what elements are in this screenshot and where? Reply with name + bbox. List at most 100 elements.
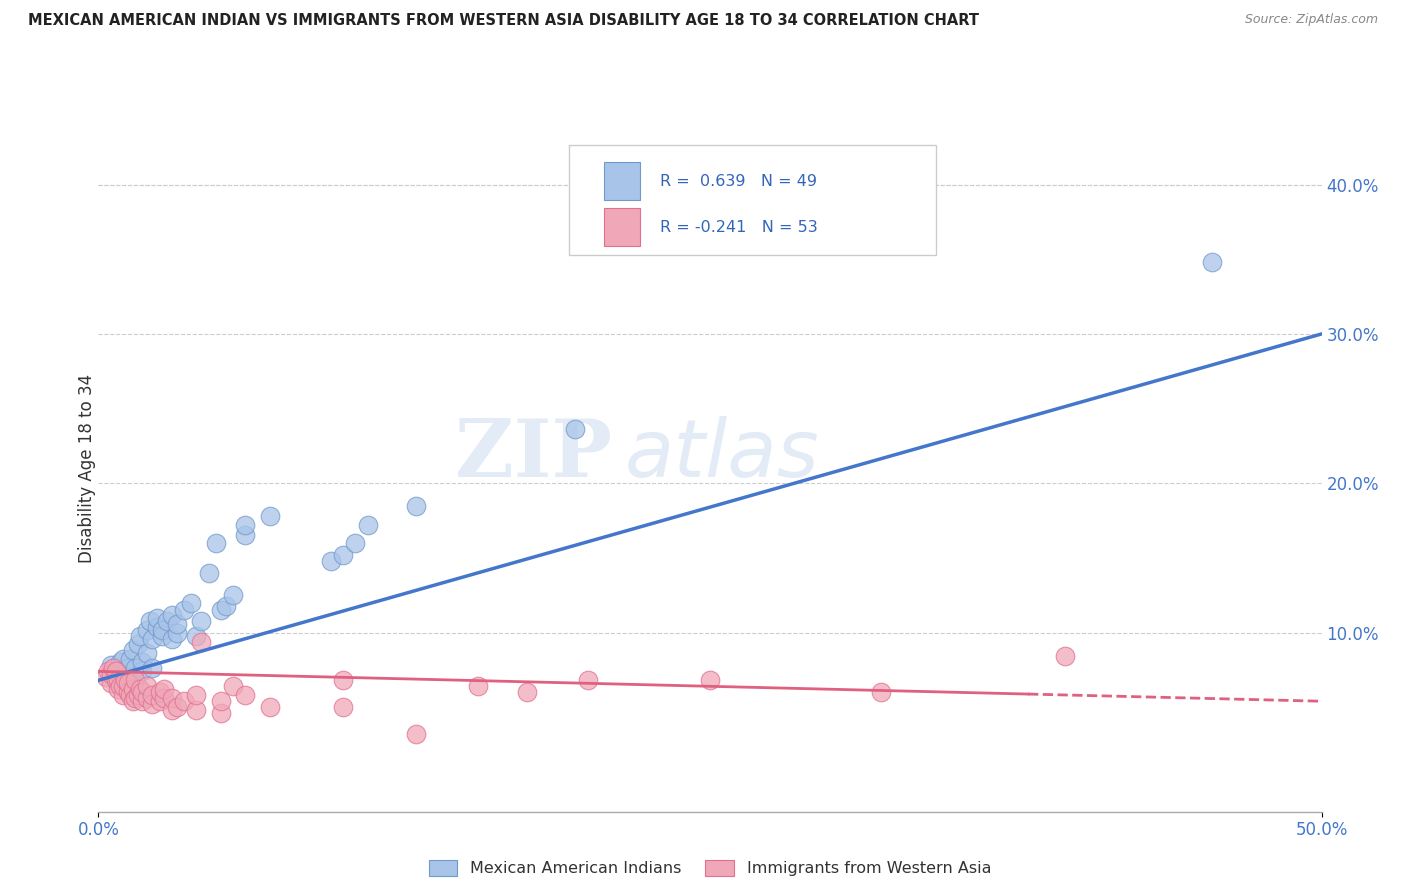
Point — [94, 670, 117, 684]
Point — [101, 661, 124, 675]
Point — [139, 614, 162, 628]
Point — [114, 673, 136, 688]
Point — [1201, 255, 1223, 269]
Point — [141, 632, 163, 646]
Point — [131, 656, 153, 670]
Point — [124, 673, 146, 688]
Legend: Mexican American Indians, Immigrants from Western Asia: Mexican American Indians, Immigrants fro… — [422, 854, 998, 883]
Point — [870, 685, 893, 699]
Point — [121, 682, 143, 697]
Y-axis label: Disability Age 18 to 34: Disability Age 18 to 34 — [79, 374, 96, 563]
FancyBboxPatch shape — [603, 162, 640, 200]
Text: Source: ZipAtlas.com: Source: ZipAtlas.com — [1244, 13, 1378, 27]
Point — [141, 661, 163, 675]
Point — [332, 700, 354, 714]
Point — [120, 652, 142, 666]
Point — [127, 638, 149, 652]
Point — [209, 694, 232, 708]
Point — [110, 679, 132, 693]
Text: ZIP: ZIP — [456, 416, 612, 493]
Point — [160, 691, 183, 706]
Point — [124, 691, 146, 706]
Point — [124, 661, 146, 675]
Point — [186, 688, 208, 702]
Point — [141, 697, 163, 711]
Point — [332, 673, 354, 688]
Point — [222, 588, 245, 602]
Point — [564, 422, 586, 436]
Point — [104, 673, 127, 688]
Point — [186, 628, 208, 642]
Point — [150, 623, 173, 637]
FancyBboxPatch shape — [603, 209, 640, 246]
Text: MEXICAN AMERICAN INDIAN VS IMMIGRANTS FROM WESTERN ASIA DISABILITY AGE 18 TO 34 : MEXICAN AMERICAN INDIAN VS IMMIGRANTS FR… — [28, 13, 979, 29]
Point — [129, 682, 152, 697]
Point — [166, 616, 188, 631]
Point — [205, 536, 228, 550]
Point — [233, 518, 256, 533]
Point — [136, 623, 159, 637]
Point — [107, 673, 129, 688]
Point — [515, 685, 537, 699]
Point — [97, 665, 120, 679]
Point — [149, 694, 172, 708]
Point — [173, 603, 195, 617]
Point — [136, 647, 159, 661]
Point — [100, 676, 122, 690]
Point — [110, 656, 132, 670]
Point — [190, 634, 212, 648]
Text: R =  0.639   N = 49: R = 0.639 N = 49 — [659, 174, 817, 189]
Point — [117, 661, 139, 675]
Point — [117, 670, 139, 684]
Point — [356, 518, 378, 533]
Point — [107, 682, 129, 697]
Point — [190, 614, 212, 628]
FancyBboxPatch shape — [569, 145, 936, 255]
Point — [107, 661, 129, 675]
Text: R = -0.241   N = 53: R = -0.241 N = 53 — [659, 219, 818, 235]
Point — [104, 667, 127, 681]
Point — [146, 610, 169, 624]
Point — [156, 614, 179, 628]
Point — [160, 632, 183, 646]
Point — [153, 682, 176, 697]
Point — [180, 596, 202, 610]
Point — [197, 566, 219, 580]
Point — [699, 673, 721, 688]
Text: atlas: atlas — [624, 416, 820, 493]
Point — [160, 607, 183, 622]
Point — [149, 685, 172, 699]
Point — [173, 694, 195, 708]
Point — [121, 694, 143, 708]
Point — [111, 688, 134, 702]
Point — [166, 625, 188, 640]
Point — [166, 700, 188, 714]
Point — [467, 679, 489, 693]
Point — [405, 727, 427, 741]
Point — [141, 688, 163, 702]
Point — [186, 703, 208, 717]
Point — [160, 703, 183, 717]
Point — [127, 688, 149, 702]
Point — [233, 528, 256, 542]
Point — [319, 554, 342, 568]
Point — [233, 688, 256, 702]
Point — [405, 499, 427, 513]
Point — [124, 673, 146, 688]
Point — [332, 548, 354, 562]
Point — [259, 700, 281, 714]
Point — [121, 643, 143, 657]
Point — [259, 509, 281, 524]
Point — [153, 691, 176, 706]
Point — [120, 688, 142, 702]
Point — [344, 536, 367, 550]
Point — [100, 667, 122, 681]
Point — [131, 665, 153, 679]
Point — [214, 599, 236, 613]
Point — [136, 679, 159, 693]
Point — [146, 619, 169, 633]
Point — [111, 665, 134, 679]
Point — [209, 603, 232, 617]
Point — [150, 628, 173, 642]
Point — [131, 685, 153, 699]
